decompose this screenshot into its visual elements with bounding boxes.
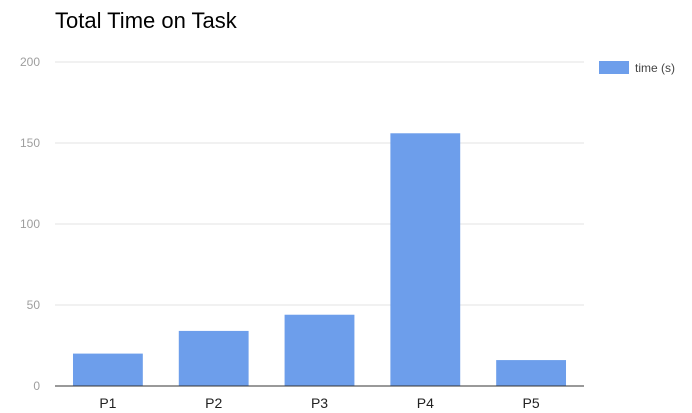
x-tick-label: P5: [523, 395, 540, 411]
y-tick-label: 50: [27, 298, 41, 312]
bar-p2: [178, 330, 249, 386]
x-tick-label: P3: [311, 395, 328, 411]
chart-title: Total Time on Task: [55, 8, 238, 33]
x-tick-label: P4: [417, 395, 434, 411]
bar-p3: [284, 314, 355, 386]
bar-p1: [72, 353, 143, 386]
x-axis-ticks: P1 P2 P3 P4 P5: [99, 395, 540, 411]
y-tick-label: 150: [20, 136, 40, 150]
bar-p5: [496, 360, 567, 386]
legend: time (s): [599, 61, 675, 75]
y-tick-label: 0: [33, 379, 40, 393]
bar-p4: [390, 133, 461, 386]
y-axis-ticks: 0 50 100 150 200: [20, 55, 40, 393]
x-tick-label: P1: [99, 395, 116, 411]
gridlines: [55, 61, 584, 306]
legend-label: time (s): [635, 61, 675, 75]
y-tick-label: 100: [20, 217, 40, 231]
x-tick-label: P2: [205, 395, 222, 411]
bars: [72, 133, 567, 386]
legend-swatch: [599, 61, 629, 74]
y-tick-label: 200: [20, 55, 40, 69]
